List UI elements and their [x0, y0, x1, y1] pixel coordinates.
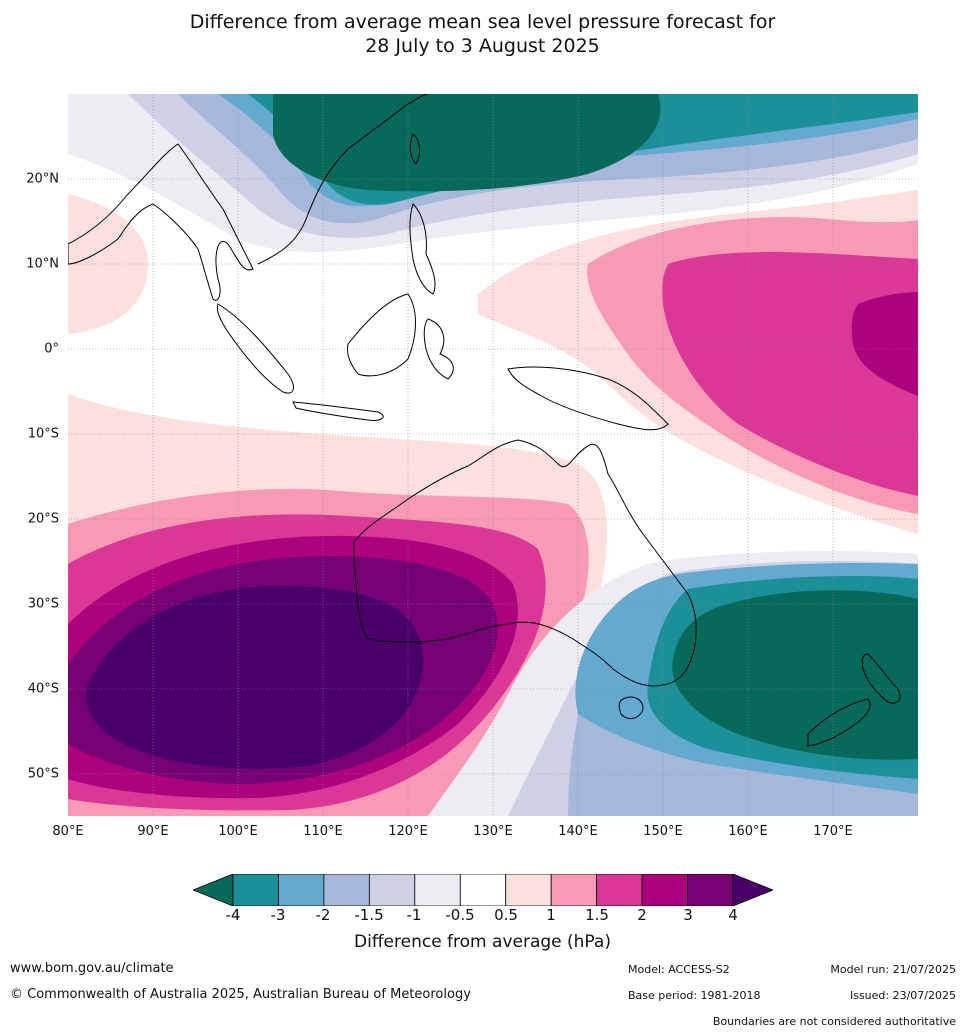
lon-label-130e: 130°E — [473, 824, 513, 839]
lon-label-160e: 160°E — [728, 824, 768, 839]
chart-title: Difference from average mean sea level p… — [0, 10, 965, 58]
sumatra-coastline — [216, 303, 294, 394]
lat-label-0: 0° — [44, 341, 59, 357]
positive-anomaly-south-indian-ocean — [68, 394, 607, 816]
lat-label-20s: 20°S — [27, 511, 59, 527]
legend-swatch — [368, 874, 416, 906]
legend-swatch-extend-high — [732, 874, 773, 906]
lon-label-90e: 90°E — [137, 824, 169, 839]
negative-anomaly-east-asia — [68, 94, 918, 253]
map-svg — [68, 94, 918, 816]
footer-base-period: Base period: 1981-2018 — [628, 989, 761, 1002]
graticule — [68, 94, 918, 816]
footer-website: www.bom.gov.au/climate — [10, 961, 174, 976]
new-guinea-coastline — [507, 366, 669, 431]
legend-swatch — [323, 874, 370, 906]
legend-tick: -2 — [315, 906, 331, 924]
legend-swatch-extend-low — [193, 874, 234, 906]
lon-label-110e: 110°E — [303, 824, 343, 839]
sulawesi-coastline — [423, 318, 454, 380]
legend-tick: 2 — [637, 906, 647, 924]
footer-copyright: © Commonwealth of Australia 2025, Austra… — [10, 987, 471, 1002]
footer-model-run: Model run: 21/07/2025 — [830, 963, 956, 976]
australia-coastline — [353, 439, 697, 687]
legend-tick: -1.5 — [354, 906, 384, 924]
legend-swatch — [459, 874, 507, 906]
legend-swatch — [232, 874, 279, 906]
positive-anomaly-west-pacific — [478, 190, 918, 534]
legend-tick: 4 — [728, 906, 738, 924]
legend-swatch — [687, 874, 734, 906]
tasmania-coastline — [618, 696, 644, 720]
lat-label-10n: 10°N — [26, 256, 59, 272]
legend-swatch — [414, 874, 461, 906]
lon-label-170e: 170°E — [813, 824, 853, 839]
asia-coastline — [68, 94, 429, 301]
title-line-2: 28 July to 3 August 2025 — [365, 35, 600, 57]
lat-label-40s: 40°S — [27, 681, 59, 697]
legend-title: Difference from average (hPa) — [354, 932, 611, 952]
negative-anomaly-tasman-sea — [428, 551, 918, 816]
lat-label-10s: 10°S — [27, 426, 59, 442]
legend-tick: 3 — [683, 906, 693, 924]
taiwan-coastline — [409, 133, 421, 165]
legend-tick: -0.5 — [445, 906, 475, 924]
legend-swatches — [193, 874, 773, 906]
coastlines — [68, 94, 901, 747]
new-zealand-coastline — [807, 653, 901, 747]
lat-label-20n: 20°N — [26, 171, 59, 187]
legend-tick: -3 — [270, 906, 286, 924]
legend-swatch — [505, 874, 552, 906]
lon-label-150e: 150°E — [643, 824, 683, 839]
footer-issued: Issued: 23/07/2025 — [849, 989, 956, 1002]
pressure-anomaly-map — [68, 94, 918, 816]
lat-label-30s: 30°S — [27, 596, 59, 612]
positive-anomaly-bay-of-bengal — [68, 194, 148, 334]
legend-tick: -4 — [225, 906, 241, 924]
lon-label-100e: 100°E — [218, 824, 258, 839]
footer-disclaimer: Boundaries are not considered authoritat… — [712, 1015, 956, 1028]
legend-tick: 1 — [546, 906, 556, 924]
legend-tick: 0.5 — [494, 906, 518, 924]
lon-label-140e: 140°E — [558, 824, 598, 839]
legend-swatch — [278, 874, 325, 906]
borneo-coastline — [347, 293, 416, 377]
legend-swatch — [550, 874, 598, 906]
lon-label-80e: 80°E — [52, 824, 84, 839]
lon-label-120e: 120°E — [388, 824, 428, 839]
lat-label-50s: 50°S — [27, 766, 59, 782]
legend-swatch — [641, 874, 688, 906]
footer-model: Model: ACCESS-S2 — [628, 963, 730, 976]
legend-swatch — [596, 874, 643, 906]
legend-colorbar — [193, 874, 773, 906]
legend-tick: 1.5 — [585, 906, 609, 924]
philippines-coastline — [409, 203, 436, 295]
title-line-1: Difference from average mean sea level p… — [189, 11, 776, 33]
java-coastline — [292, 401, 384, 421]
legend-tick: -1 — [406, 906, 422, 924]
